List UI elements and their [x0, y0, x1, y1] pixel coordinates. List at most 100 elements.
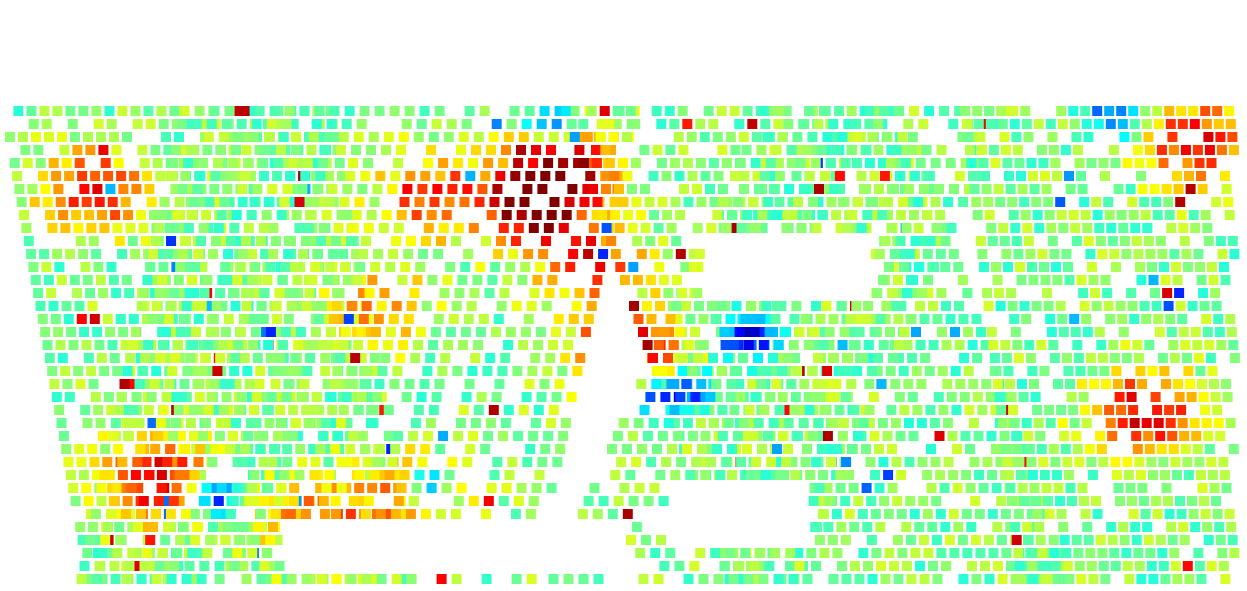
heatmap-cell [727, 210, 738, 220]
heatmap-cell [473, 340, 484, 350]
heatmap-cell [334, 158, 345, 168]
heatmap-cell [468, 223, 479, 233]
heatmap-cell [828, 418, 839, 428]
heatmap-cell [1182, 158, 1193, 168]
heatmap-cell [367, 275, 378, 285]
heatmap-cell [522, 457, 533, 467]
heatmap-cell [391, 236, 401, 246]
heatmap-cell [818, 470, 829, 480]
heatmap-cell [759, 106, 770, 116]
heatmap-cell [516, 145, 526, 155]
heatmap-cell [143, 405, 154, 415]
heatmap-cell [298, 249, 309, 259]
heatmap-cell [91, 574, 102, 584]
heatmap-cell [1211, 496, 1221, 506]
heatmap-cell [1121, 353, 1132, 363]
heatmap-cell [1095, 431, 1106, 441]
heatmap-cell [476, 392, 487, 402]
heatmap-cell [535, 262, 546, 272]
heatmap-cell [1021, 314, 1032, 324]
heatmap-cell [433, 249, 444, 259]
heatmap-cell [39, 249, 50, 259]
heatmap-cell [1128, 405, 1139, 415]
heatmap-cell [658, 496, 669, 506]
heatmap-cell [740, 470, 751, 480]
heatmap-cell [75, 522, 86, 532]
heatmap-cell [348, 431, 359, 441]
heatmap-cell [614, 223, 625, 233]
heatmap-cell [924, 366, 935, 376]
heatmap-cell [1067, 496, 1077, 506]
heatmap-cell [355, 327, 366, 337]
heatmap-cell [785, 561, 795, 571]
heatmap-cell [790, 470, 801, 480]
heatmap-cell [700, 431, 711, 441]
heatmap-cell [638, 327, 648, 337]
heatmap-cell [278, 132, 289, 142]
heatmap-cell [294, 366, 305, 376]
heatmap-cell [49, 379, 60, 389]
heatmap-cell [99, 470, 110, 480]
heatmap-cell [1215, 132, 1226, 142]
heatmap-cell [795, 158, 806, 168]
heatmap-cell [569, 132, 580, 142]
heatmap-cell [558, 158, 569, 168]
heatmap-cell [861, 444, 871, 454]
heatmap-cell [831, 509, 842, 519]
heatmap-cell [900, 158, 911, 168]
heatmap-cell [675, 249, 686, 259]
heatmap-cell [742, 106, 753, 116]
heatmap-cell [109, 353, 120, 363]
heatmap-cell [402, 184, 413, 194]
heatmap-cell [58, 431, 69, 441]
heatmap-cell [370, 262, 381, 272]
heatmap-cell [885, 327, 895, 337]
heatmap-cell [91, 249, 102, 259]
heatmap-cell [322, 236, 333, 246]
heatmap-cell [155, 171, 166, 181]
heatmap-cell [229, 288, 240, 298]
heatmap-cell [1116, 210, 1127, 220]
heatmap-cell [654, 262, 665, 272]
heatmap-cell [320, 418, 331, 428]
heatmap-cell [669, 405, 680, 415]
heatmap-cell [1168, 145, 1179, 155]
heatmap-cell [1180, 340, 1191, 350]
heatmap-cell [859, 184, 869, 194]
heatmap-cell [691, 457, 702, 467]
heatmap-cell [417, 457, 428, 467]
heatmap-cell [148, 522, 158, 532]
heatmap-cell [302, 197, 313, 207]
heatmap-cell [369, 470, 380, 480]
heatmap-cell [128, 314, 139, 324]
heatmap-cell [592, 275, 603, 285]
heatmap-cell [555, 444, 566, 454]
heatmap-cell [120, 197, 131, 207]
heatmap-cell [1202, 522, 1213, 532]
heatmap-cell [856, 223, 867, 233]
heatmap-cell [428, 405, 439, 415]
heatmap-cell [885, 158, 896, 168]
heatmap-cell [1134, 457, 1145, 467]
heatmap-cell [262, 548, 273, 558]
heatmap-cell [42, 197, 53, 207]
heatmap-cell [683, 197, 694, 207]
heatmap-cell [814, 184, 824, 194]
heatmap-cell [214, 574, 225, 584]
heatmap-cell [869, 431, 880, 441]
heatmap-cell [485, 418, 496, 428]
heatmap-cell [231, 210, 242, 220]
heatmap-cell [648, 171, 659, 181]
heatmap-cell [828, 574, 839, 584]
heatmap-cell [123, 210, 134, 220]
heatmap-cell [258, 457, 269, 467]
heatmap-cell [825, 392, 836, 402]
heatmap-cell [310, 327, 321, 337]
heatmap-cell [675, 392, 686, 402]
heatmap-cell [411, 483, 422, 493]
heatmap-cell [995, 301, 1006, 311]
heatmap-cell [1215, 236, 1226, 246]
heatmap-cell [190, 535, 201, 545]
heatmap-cell [316, 301, 327, 311]
heatmap-cell [1077, 379, 1087, 389]
